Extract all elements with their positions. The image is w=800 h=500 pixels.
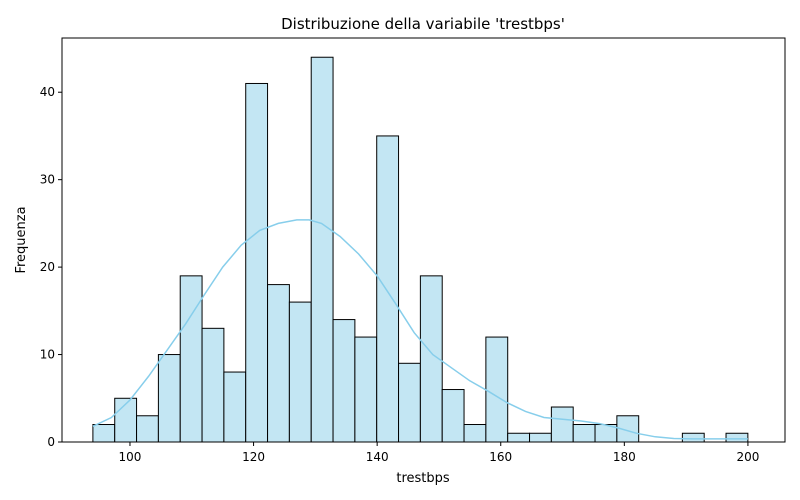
histogram-bar	[485, 336, 509, 443]
chart-title: Distribuzione della variabile 'trestbps'	[281, 15, 565, 33]
histogram-bar	[441, 389, 465, 443]
histogram-bar	[201, 327, 225, 443]
histogram-bar	[572, 424, 596, 443]
y-tick-label: 0	[47, 435, 55, 449]
histogram-bar	[398, 362, 421, 443]
y-axis-ticks: 0 10 20 30 40	[40, 85, 62, 449]
histogram-bar	[310, 56, 334, 443]
x-tick-label: 200	[736, 450, 759, 464]
histogram-bar	[223, 371, 247, 443]
x-tick-label: 140	[366, 450, 389, 464]
histogram-bar	[92, 424, 116, 443]
y-tick-label: 10	[40, 348, 55, 362]
histogram-bar	[245, 82, 269, 443]
x-tick-label: 180	[613, 450, 636, 464]
histogram-bar	[529, 432, 552, 443]
histogram-bar	[376, 135, 400, 443]
x-axis-label: trestbps	[396, 471, 450, 486]
histogram-bar	[136, 415, 159, 443]
histogram-bar	[725, 432, 749, 443]
histogram-bar	[507, 432, 531, 443]
x-tick-label: 120	[242, 450, 265, 464]
histogram-bar	[463, 424, 487, 443]
histogram-bar	[288, 301, 312, 443]
x-axis-ticks: 100 120 140 160 180 200	[119, 442, 759, 464]
kde-group	[92, 219, 748, 440]
x-tick-label: 100	[119, 450, 142, 464]
y-axis-label: Frequenza	[14, 206, 29, 273]
y-tick-label: 40	[40, 85, 55, 99]
plot-frame	[61, 37, 786, 443]
bars-group	[92, 56, 749, 443]
histogram-bar	[354, 336, 378, 443]
histogram-bar	[681, 432, 705, 443]
y-tick-label: 20	[40, 260, 55, 274]
histogram-bar	[332, 319, 356, 443]
histogram-bar	[267, 284, 290, 443]
y-tick-label: 30	[40, 173, 55, 187]
kde-curve	[92, 219, 748, 440]
histogram-bar	[179, 275, 203, 443]
histogram-bar	[550, 406, 574, 443]
x-tick-label: 160	[489, 450, 512, 464]
histogram-bar	[157, 354, 181, 443]
